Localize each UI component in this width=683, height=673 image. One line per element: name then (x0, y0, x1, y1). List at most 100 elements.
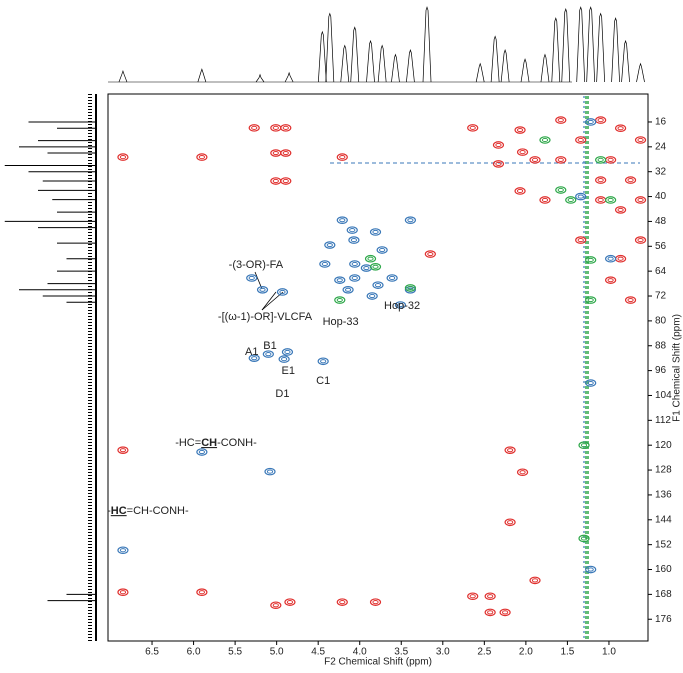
annotation-part: -[(ω-1)-OR]-VLCFA (218, 311, 313, 323)
contour-inner (531, 578, 539, 583)
f2-projection-peak (350, 26, 360, 83)
cross-peak (634, 236, 647, 244)
contour-inner (336, 278, 343, 283)
cross-peak (348, 236, 360, 244)
cross-peak (605, 254, 617, 263)
cross-peak (270, 601, 282, 610)
contour-outer (624, 296, 637, 304)
contour-inner (367, 256, 374, 261)
cross-peak (349, 274, 361, 282)
contour-outer (117, 588, 129, 597)
contour-inner (397, 302, 404, 308)
cross-peak (349, 260, 361, 268)
cross-peak (614, 254, 627, 263)
contour-inner (597, 118, 604, 123)
cross-peak (484, 592, 496, 601)
f2-projection-peak (636, 62, 645, 83)
contour-inner (617, 256, 624, 261)
cross-peak (270, 124, 282, 132)
annotation: C1 (316, 375, 330, 387)
cross-peak (634, 136, 647, 144)
annotation-part: D1 (275, 388, 289, 400)
f2-projection-peak (317, 30, 327, 83)
contour-outer (364, 254, 377, 263)
y-tick-label: 40 (655, 191, 667, 202)
cross-peak (595, 176, 607, 184)
cross-peak (605, 196, 617, 204)
contour-inner (637, 137, 644, 143)
x-tick-label: 3.0 (436, 647, 450, 658)
cross-peak (605, 276, 617, 284)
contour-outer (514, 126, 526, 134)
annotation: E1 (282, 365, 295, 377)
contour-outer (372, 281, 384, 289)
cross-peak (246, 274, 258, 282)
contour-outer (516, 148, 529, 156)
contour-inner (407, 285, 414, 291)
cross-peak (578, 441, 590, 449)
contour-outer (605, 276, 617, 284)
annotation-part: CH (201, 437, 217, 449)
y-tick-label: 80 (655, 316, 667, 327)
contour-inner (363, 265, 370, 271)
annotation: D1 (275, 388, 289, 400)
contour-outer (386, 274, 398, 282)
contour-inner (344, 287, 352, 292)
annotation-part: E1 (282, 365, 295, 377)
cross-peak (624, 176, 637, 184)
annotation-part: A1 (245, 346, 258, 358)
contour-inner (251, 356, 258, 361)
f2-projection-peak (422, 6, 432, 83)
cross-peak (280, 149, 292, 157)
contour-inner (469, 594, 476, 599)
plot-frame (107, 93, 649, 642)
contour-inner (372, 600, 379, 605)
cross-peak (516, 148, 529, 156)
contour-inner (580, 443, 588, 448)
contour-outer (585, 296, 597, 304)
contour-outer (262, 350, 274, 358)
contour-outer (605, 196, 617, 204)
cross-peak (565, 196, 577, 204)
cross-peak (492, 160, 505, 168)
contour-inner (577, 137, 584, 143)
y-tick-label: 112 (655, 415, 671, 426)
cross-peak (529, 156, 541, 164)
contour-outer (539, 196, 551, 204)
cross-peak (196, 448, 208, 456)
cross-peak (555, 156, 567, 164)
contour-inner (251, 125, 258, 130)
cross-peak (595, 196, 607, 204)
contour-outer (319, 260, 331, 268)
y-tick-label: 72 (655, 291, 667, 302)
contour-inner (587, 567, 594, 572)
cross-peak (504, 518, 516, 527)
annotation-part: - (107, 505, 111, 517)
cross-peak (492, 141, 505, 149)
contour-outer (196, 153, 208, 161)
cross-peak (284, 598, 296, 606)
x-tick-label: 5.0 (270, 647, 284, 658)
contour-outer (555, 186, 567, 194)
contour-inner (326, 242, 333, 248)
cross-peak (334, 276, 346, 284)
contour-outer (585, 118, 597, 126)
contour-outer (578, 534, 590, 543)
contour-outer (256, 286, 269, 294)
cross-peak (585, 296, 597, 304)
contour-inner (597, 197, 604, 203)
contour-inner (321, 261, 328, 267)
f2-projection-peak (377, 44, 387, 83)
contour-outer (336, 598, 348, 606)
cross-peak (634, 196, 647, 204)
cross-peak (539, 136, 551, 144)
cross-peak (484, 608, 496, 617)
contour-inner (577, 237, 584, 243)
contour-outer (280, 149, 292, 157)
contour-inner (567, 197, 574, 203)
contour-inner (487, 610, 494, 615)
contour-inner (487, 594, 494, 599)
cross-peak (585, 256, 597, 264)
contour-outer (614, 254, 627, 263)
leader-line (261, 291, 277, 311)
